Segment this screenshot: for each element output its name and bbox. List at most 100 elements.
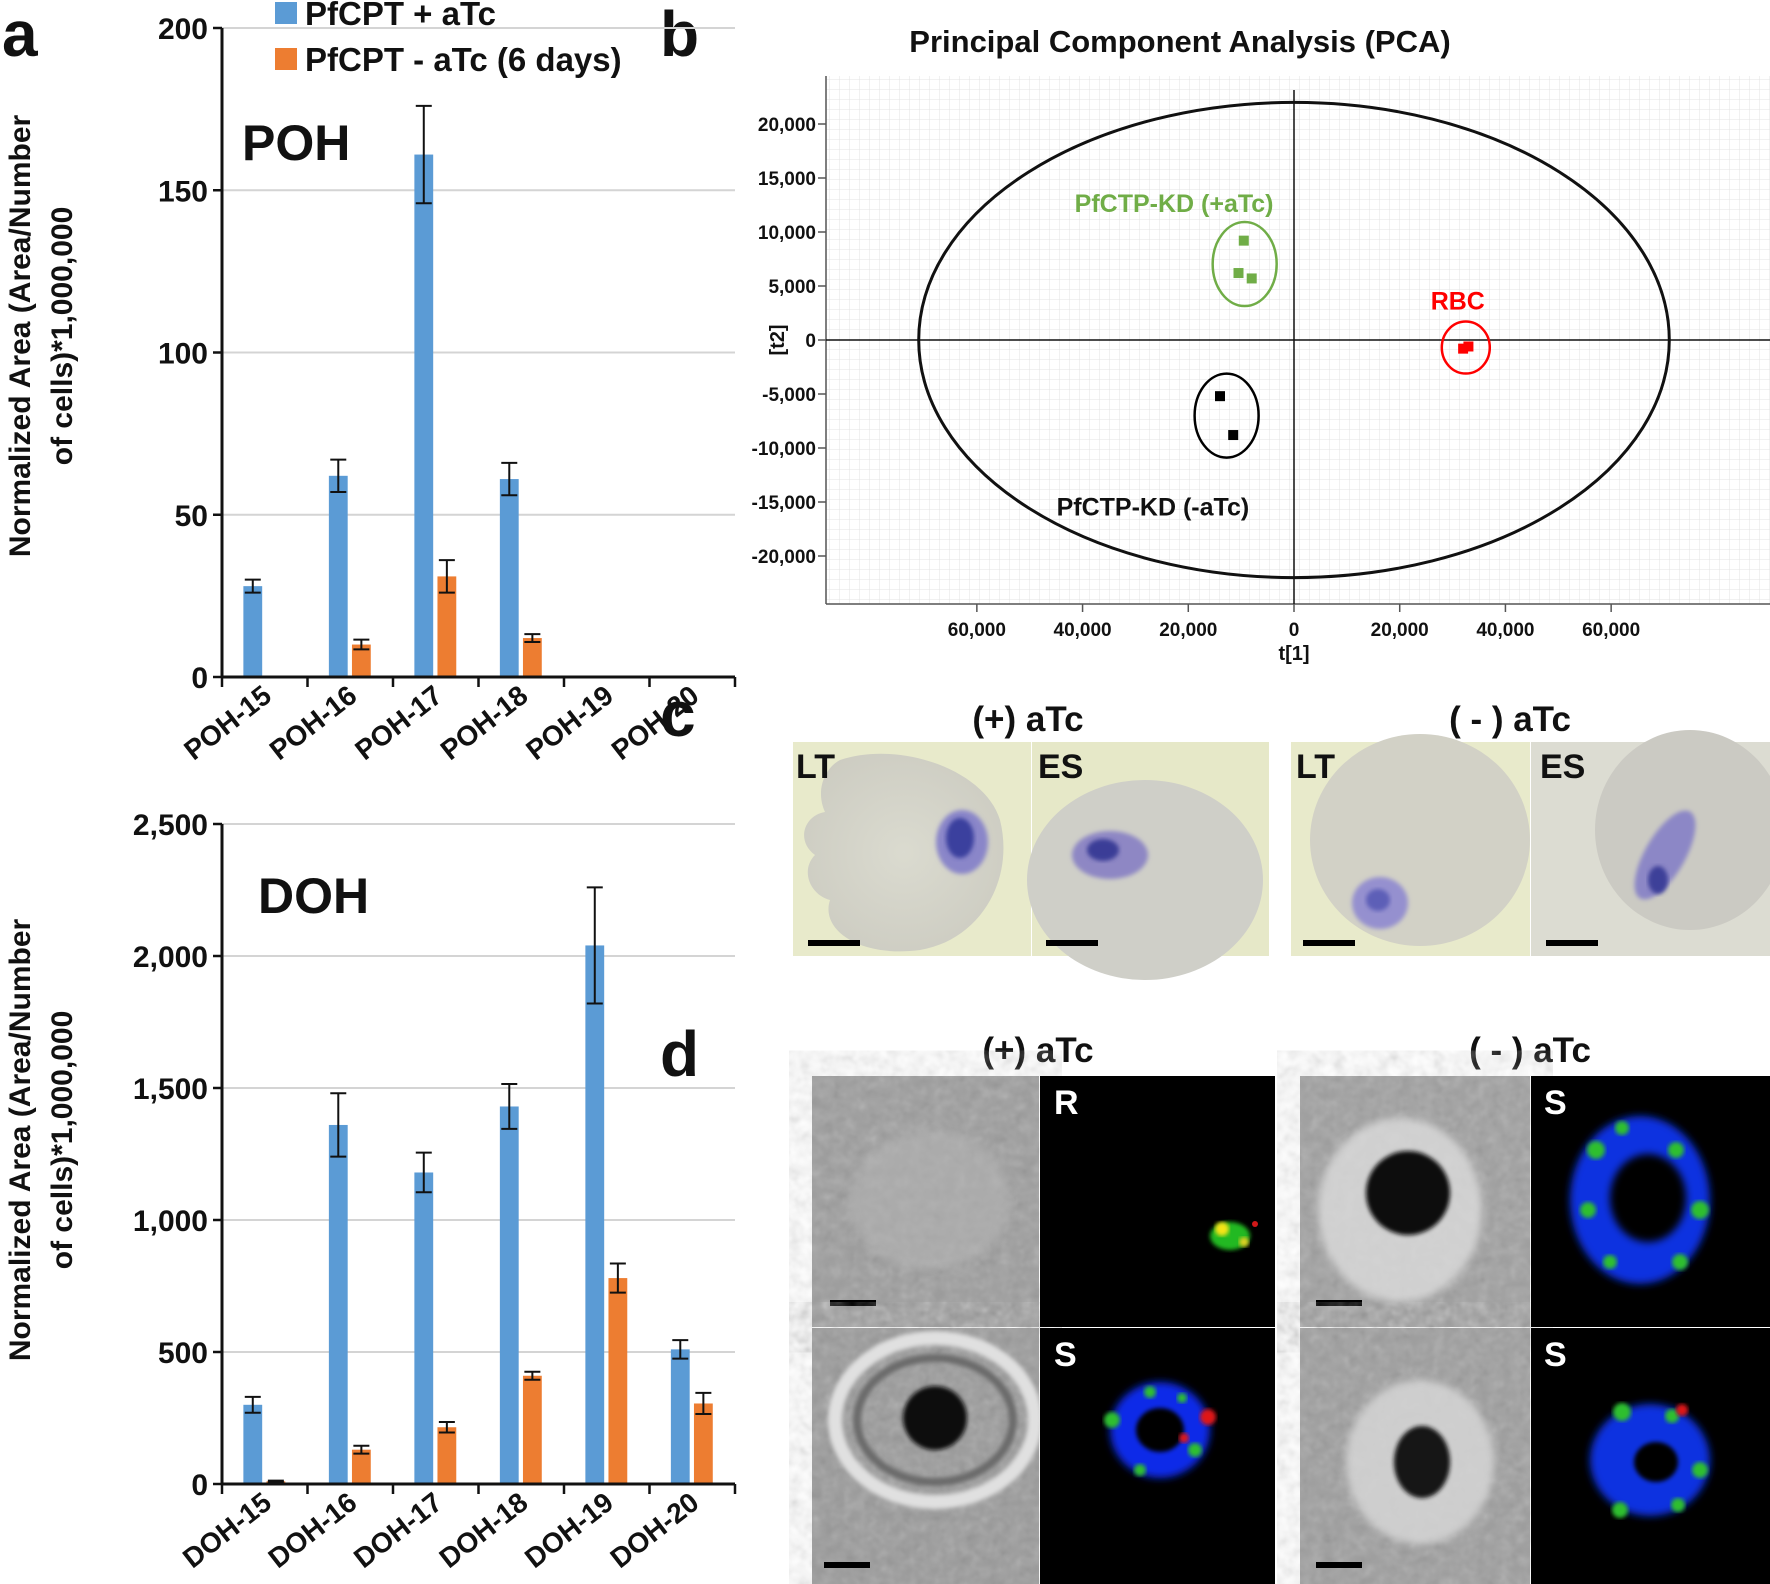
pca-title: Principal Component Analysis (PCA): [909, 24, 1450, 59]
bar-doh-20-plus-atc: [670, 1349, 690, 1484]
bar-doh-17-plus-atc: [414, 1172, 434, 1484]
micrograph-minus-lt: LT: [1291, 734, 1530, 956]
fluorescence-label-minus-bottom: S: [1544, 1336, 1567, 1374]
x-tick-label: DOH-19: [519, 1486, 619, 1574]
chart-title: DOH: [258, 868, 369, 924]
panel-label-a: a: [2, 0, 38, 70]
pca-y-tick-label: 15,000: [758, 169, 816, 190]
error-bar: [244, 1395, 261, 1414]
scale-bar: [1316, 1300, 1362, 1306]
micrograph-label-es-plus: ES: [1038, 748, 1083, 786]
scale-bar: [808, 940, 860, 946]
pca-point: [1458, 343, 1469, 354]
pca-y-tick-label: 5,000: [768, 277, 816, 298]
bar-doh-20-minus-atc: [693, 1403, 713, 1484]
panel-c-minus-atc: ( - ) aTc: [1449, 700, 1571, 739]
dic-plus-bottom: [812, 1328, 1042, 1584]
y-axis-label-bottom: Normalized Area (Area/Number of cells)*1…: [4, 919, 79, 1362]
y-tick-label: 1,500: [133, 1073, 208, 1106]
pca-y-tick-label: -15,000: [752, 493, 816, 514]
error-bar: [353, 638, 370, 651]
fluorescence-minus-top: S: [1531, 1076, 1770, 1327]
x-tick-label: POH-19: [520, 679, 619, 766]
bar-poh-18-plus-atc: [499, 479, 519, 677]
panel-d-plus-atc: (+) aTc: [982, 1031, 1093, 1070]
pca-y-tick-label: -20,000: [752, 547, 816, 568]
dic-minus-bottom: [1300, 1328, 1530, 1584]
error-bar: [586, 886, 603, 1005]
bar-doh-19-minus-atc: [608, 1278, 628, 1484]
scale-bar: [1303, 940, 1355, 946]
error-bar: [438, 559, 455, 594]
pca-x-tick-label: 60,000: [948, 620, 1006, 641]
y-tick-label: 1,000: [133, 1205, 208, 1238]
micrograph-plus-es: ES: [1027, 742, 1269, 980]
pca-x-tick-label: 40,000: [1054, 620, 1112, 641]
y-axis-label-top: Normalized Area (Area/Number of cells)*1…: [4, 115, 79, 558]
pca-series-label: PfCTP-KD (+aTc): [1075, 190, 1274, 218]
bar-doh-17-minus-atc: [437, 1427, 457, 1484]
y-tick-label: 150: [158, 175, 208, 208]
scale-bar: [824, 1562, 870, 1568]
x-tick-label: DOH-20: [604, 1486, 704, 1574]
scale-bar: [1046, 940, 1098, 946]
y-tick-label: 100: [158, 338, 208, 371]
pca-x-tick-label: 40,000: [1476, 620, 1534, 641]
pca-y-tick-label: 10,000: [758, 223, 816, 244]
dic-plus-top: [812, 1076, 1039, 1327]
panel-c-plus-atc: (+) aTc: [972, 700, 1083, 739]
y-tick-label: 50: [175, 500, 208, 533]
bar-doh-19-plus-atc: [585, 945, 605, 1484]
legend: PfCPT + aTc PfCPT - aTc (6 days): [275, 0, 622, 78]
bar-poh-17-minus-atc: [437, 576, 457, 677]
micrograph-plus-lt: LT: [793, 742, 1031, 956]
error-bar: [415, 104, 432, 205]
micrograph-label-lt-minus: LT: [1296, 748, 1335, 786]
pca-cluster-1: [1440, 320, 1492, 375]
legend-label-plus: PfCPT + aTc: [305, 0, 496, 32]
fluorescence-minus-bottom: S: [1531, 1328, 1770, 1584]
y-tick-label: 500: [158, 1337, 208, 1370]
micrograph-label-lt-plus: LT: [796, 748, 835, 786]
pca-confidence-ellipse: [917, 100, 1671, 580]
bar-poh-18-minus-atc: [522, 638, 542, 677]
panel-c: (+) aTc ( - ) aTc LT ES LT: [793, 700, 1770, 980]
micrograph-minus-es: ES: [1531, 730, 1770, 956]
pca-cluster-0: [1211, 220, 1278, 308]
poh-bar-chart: 050100150200POH-15POH-16POH-17POH-18POH-…: [158, 13, 737, 766]
error-bar: [524, 1370, 541, 1381]
pca-scatter-chart: 20,000 15,000 10,000 5,000 0 -5,000 -10,000 -15…: [752, 76, 1770, 665]
pca-x-tick-label: 20,000: [1371, 620, 1429, 641]
error-bar: [438, 1420, 455, 1434]
fluorescence-label-plus-top: R: [1054, 1084, 1079, 1122]
bar-doh-16-plus-atc: [328, 1124, 348, 1484]
y-tick-label: 2,000: [133, 941, 208, 974]
pca-point: [1463, 341, 1474, 352]
pca-y-tick-label: 20,000: [758, 115, 816, 136]
bar-poh-17-plus-atc: [414, 154, 434, 677]
x-tick-label: POH-17: [349, 679, 448, 766]
panel-label-b: b: [660, 0, 699, 70]
pca-point: [1228, 430, 1239, 441]
pca-y-tick-label: -10,000: [752, 439, 816, 460]
chart-title: POH: [242, 115, 350, 171]
error-bar: [501, 1083, 518, 1130]
pca-y-tick-label: 0: [805, 331, 816, 352]
scale-bar: [1546, 940, 1598, 946]
error-bar: [609, 1262, 626, 1294]
pca-cluster-2: [1193, 372, 1260, 459]
y-axis-label-top-line2: of cells)*1,000,000: [46, 207, 79, 466]
legend-swatch-plus: [275, 2, 297, 24]
scale-bar: [1316, 1562, 1362, 1568]
pca-y-axis-label: [t2]: [767, 324, 789, 355]
pca-x-tick-label: 60,000: [1582, 620, 1640, 641]
error-bar: [330, 458, 347, 494]
x-tick-label: POH-16: [264, 679, 363, 766]
scale-bar: [830, 1300, 876, 1306]
pca-y-tick-label: -5,000: [762, 385, 816, 406]
x-tick-label: DOH-18: [433, 1486, 533, 1574]
panel-d: (+) aTc ( - ) aTc: [812, 1031, 1770, 1584]
pca-series-label: RBC: [1431, 288, 1485, 316]
panel-d-minus-atc: ( - ) aTc: [1469, 1031, 1591, 1070]
